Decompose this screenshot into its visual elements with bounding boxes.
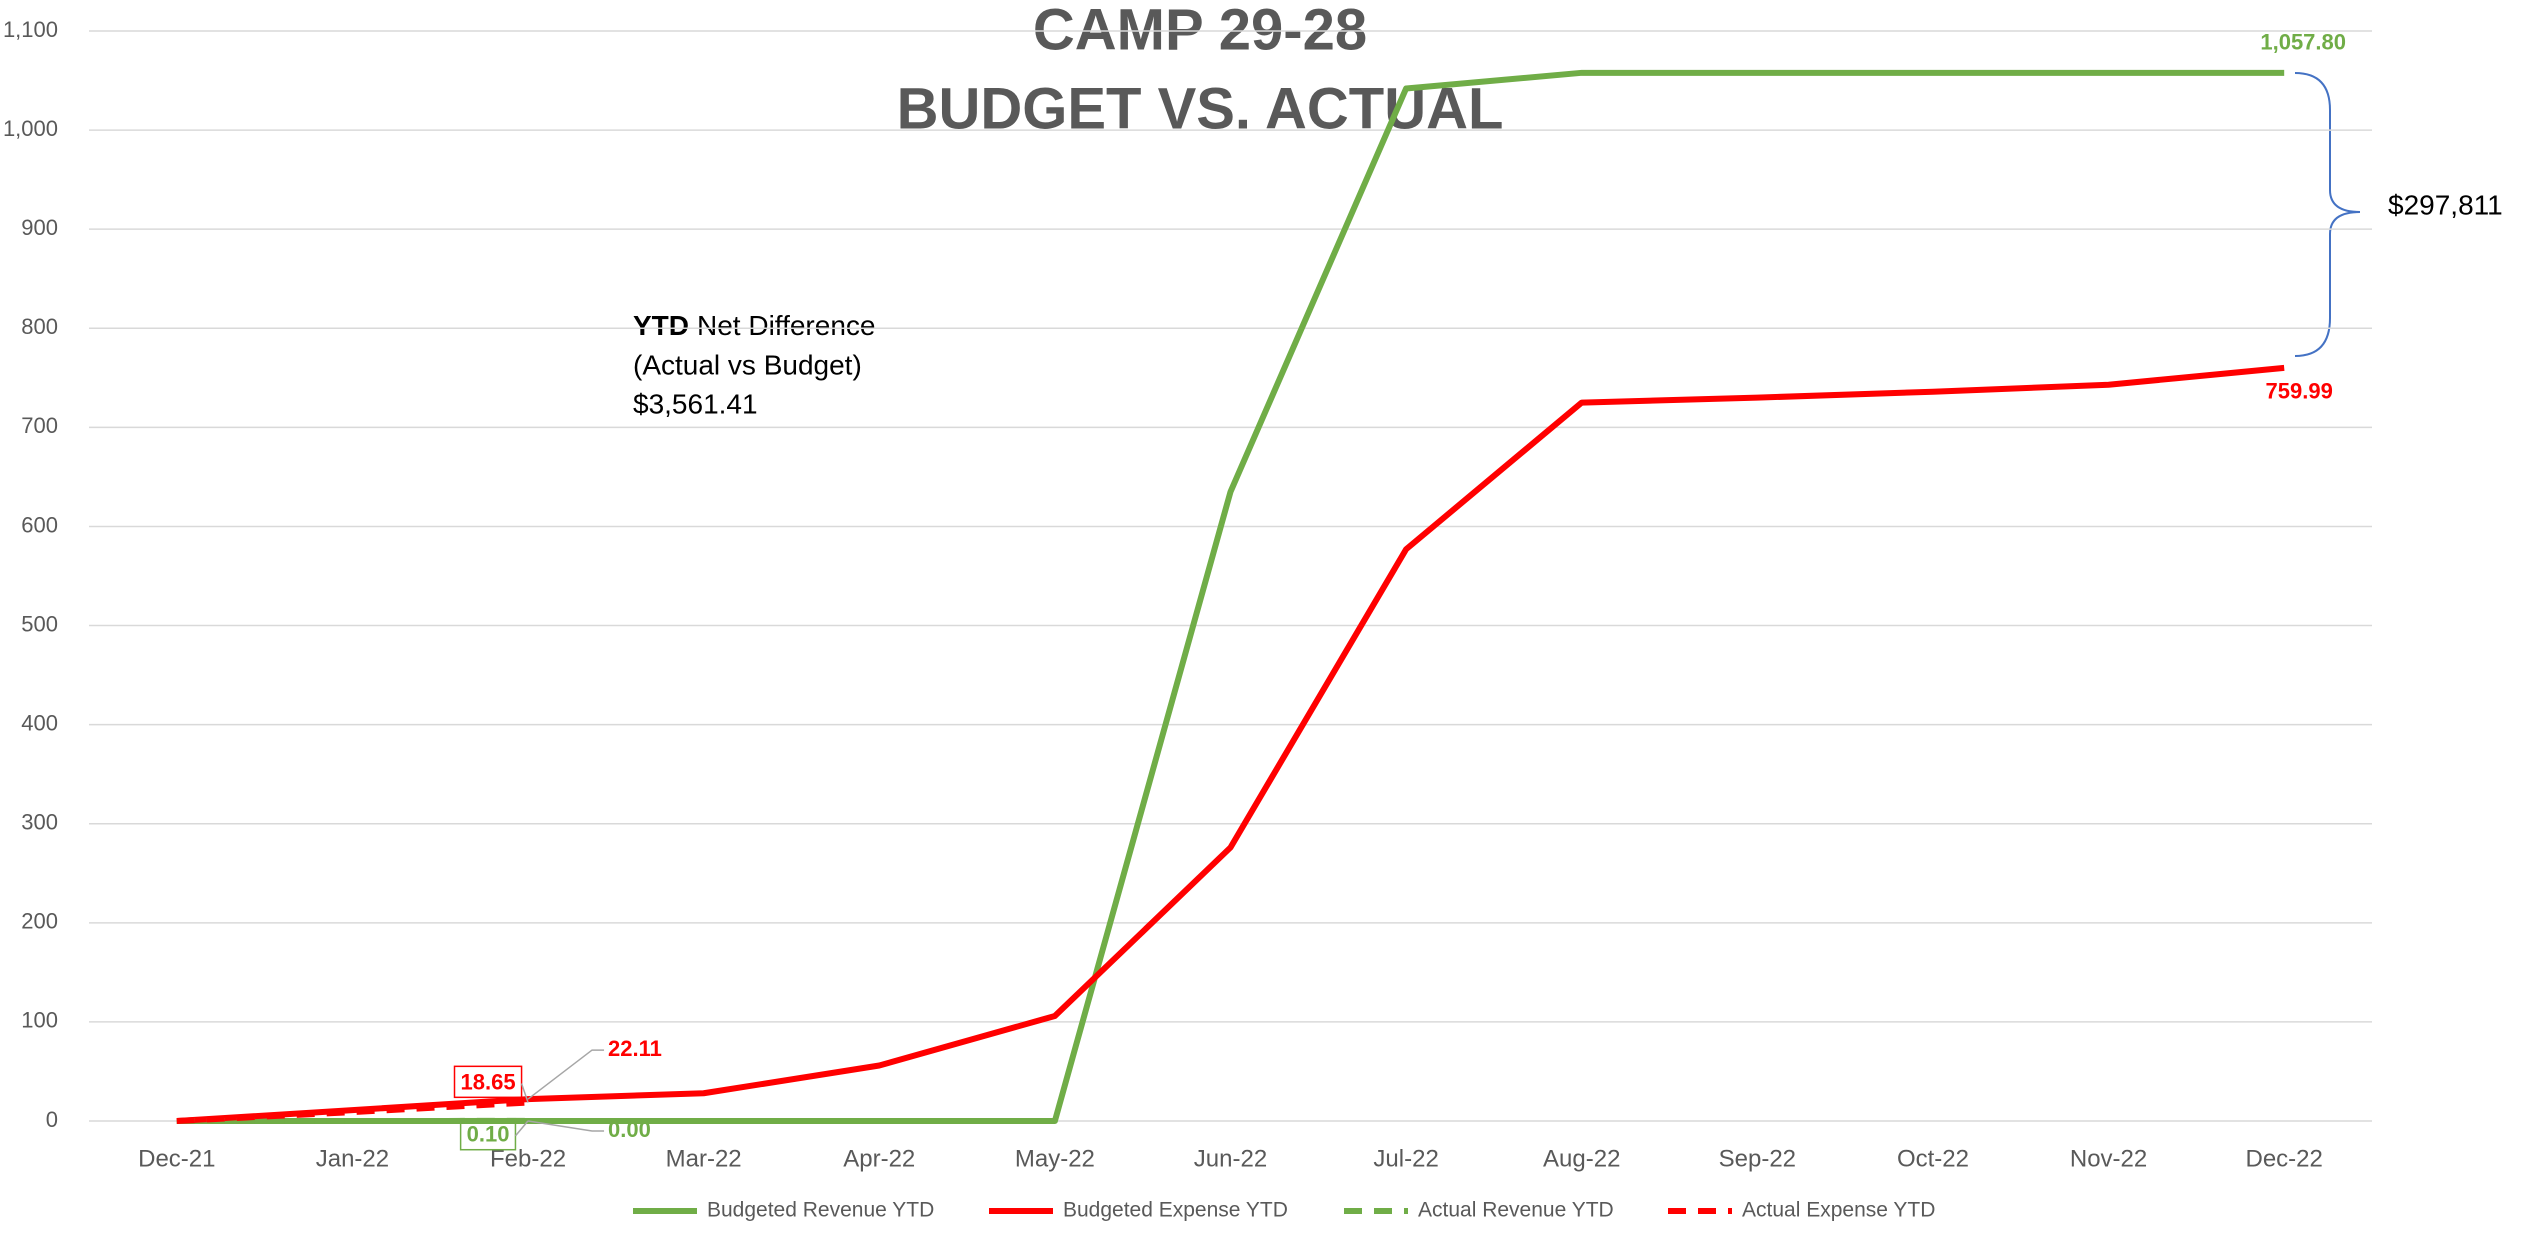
annotation: YTD Net Difference <box>633 310 875 341</box>
annotation: $297,811 <box>2388 189 2503 220</box>
annotation: $3,561.41 <box>633 388 758 419</box>
x-tick-label: Jun-22 <box>1194 1145 1267 1172</box>
series-line <box>176 364 2285 1124</box>
y-tick-label: 100 <box>21 1008 58 1033</box>
data-label: 18.65 <box>461 1069 516 1094</box>
legend-label: Budgeted Revenue YTD <box>707 1199 934 1222</box>
x-tick-label: Jan-22 <box>316 1145 389 1172</box>
series-line <box>176 69 2285 1124</box>
y-tick-label: 900 <box>21 215 58 240</box>
brace <box>2294 72 2361 357</box>
y-tick-label: 0 <box>46 1107 58 1132</box>
leader-line <box>520 1083 529 1103</box>
x-tick-label: Dec-21 <box>138 1145 215 1172</box>
x-tick-label: Sep-22 <box>1719 1145 1796 1172</box>
data-label: 0.10 <box>467 1122 510 1147</box>
legend-label: Actual Revenue YTD <box>1418 1199 1614 1222</box>
x-tick-label: Aug-22 <box>1543 1145 1620 1172</box>
data-label: 1,057.80 <box>2260 30 2346 55</box>
data-label: 22.11 <box>608 1036 662 1061</box>
leader-line <box>514 1120 529 1137</box>
label-box <box>453 1065 523 1099</box>
data-label: 759.99 <box>2266 379 2333 404</box>
y-tick-label: 200 <box>21 909 58 934</box>
legend-label: Actual Expense YTD <box>1742 1199 1935 1222</box>
y-tick-label: 1,000 <box>3 116 58 141</box>
y-tick-label: 700 <box>21 413 58 438</box>
y-tick-label: 400 <box>21 710 58 735</box>
x-tick-label: Apr-22 <box>843 1145 915 1172</box>
leader-line <box>527 1120 605 1132</box>
y-tick-label: 1,100 <box>3 17 58 42</box>
y-tick-label: 600 <box>21 512 58 537</box>
annotation-bold: YTD <box>633 310 689 341</box>
x-tick-label: May-22 <box>1015 1145 1095 1172</box>
annotation: (Actual vs Budget) <box>633 349 862 380</box>
label-box <box>459 1117 517 1151</box>
annotation-text: Net Difference <box>697 310 875 341</box>
y-tick-label: 500 <box>21 611 58 636</box>
x-tick-label: Nov-22 <box>2070 1145 2147 1172</box>
y-tick-label: 800 <box>21 314 58 339</box>
leader-line <box>527 1049 605 1100</box>
x-tick-label: Jul-22 <box>1373 1145 1438 1172</box>
x-tick-label: Dec-22 <box>2246 1145 2323 1172</box>
legend-label: Budgeted Expense YTD <box>1063 1199 1288 1222</box>
x-tick-label: Mar-22 <box>666 1145 742 1172</box>
data-label: 0.00 <box>608 1117 651 1142</box>
x-tick-label: Oct-22 <box>1897 1145 1969 1172</box>
y-tick-label: 300 <box>21 810 58 835</box>
